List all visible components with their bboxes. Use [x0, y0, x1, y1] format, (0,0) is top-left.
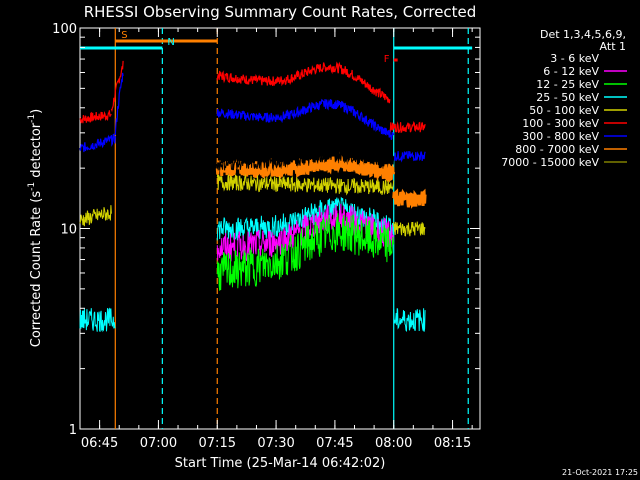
y-tick-label: 100 — [52, 22, 77, 37]
series-trace — [215, 151, 427, 209]
flag-label: F — [384, 54, 390, 65]
series-trace — [216, 148, 395, 171]
y-tick-label: 1 — [69, 423, 77, 438]
flag-label: S — [121, 30, 127, 41]
x-axis-label: Start Time (25-Mar-14 06:42:02) — [175, 456, 386, 471]
series-trace — [216, 213, 395, 291]
legend-item: 3 - 6 keV — [550, 52, 599, 65]
series-trace — [79, 173, 426, 237]
x-tick-label: 07:15 — [199, 436, 236, 451]
legend-header: Det 1,3,4,5,6,9, — [540, 28, 626, 41]
series-trace — [79, 60, 426, 134]
series-trace — [79, 72, 426, 163]
legend-item: 100 - 300 keV — [522, 117, 599, 130]
x-tick-label: 07:30 — [257, 436, 294, 451]
series-trace — [79, 196, 426, 333]
x-tick-label: 08:00 — [375, 436, 412, 451]
chart-title: RHESSI Observing Summary Count Rates, Co… — [84, 3, 477, 21]
flag-label: N — [167, 37, 174, 48]
y-tick-label: 10 — [60, 223, 77, 238]
legend-item: 800 - 7000 keV — [515, 143, 599, 156]
legend-header: Att 1 — [600, 40, 626, 53]
legend-item: 300 - 800 keV — [522, 130, 599, 143]
legend-item: 50 - 100 keV — [529, 104, 599, 117]
y-axis-label: Corrected Count Rate (s-1 detector-1) — [27, 109, 44, 347]
x-tick-label: 07:00 — [140, 436, 177, 451]
x-tick-label: 06:45 — [81, 436, 118, 451]
x-tick-label: 07:45 — [316, 436, 353, 451]
legend-item: 12 - 25 keV — [536, 78, 599, 91]
legend-item: 25 - 50 keV — [536, 91, 599, 104]
footer-date: 21-Oct-2021 17:25 — [562, 468, 638, 477]
legend-item: 7000 - 15000 keV — [501, 156, 599, 169]
legend-item: 6 - 12 keV — [543, 65, 599, 78]
x-tick-label: 08:15 — [434, 436, 471, 451]
